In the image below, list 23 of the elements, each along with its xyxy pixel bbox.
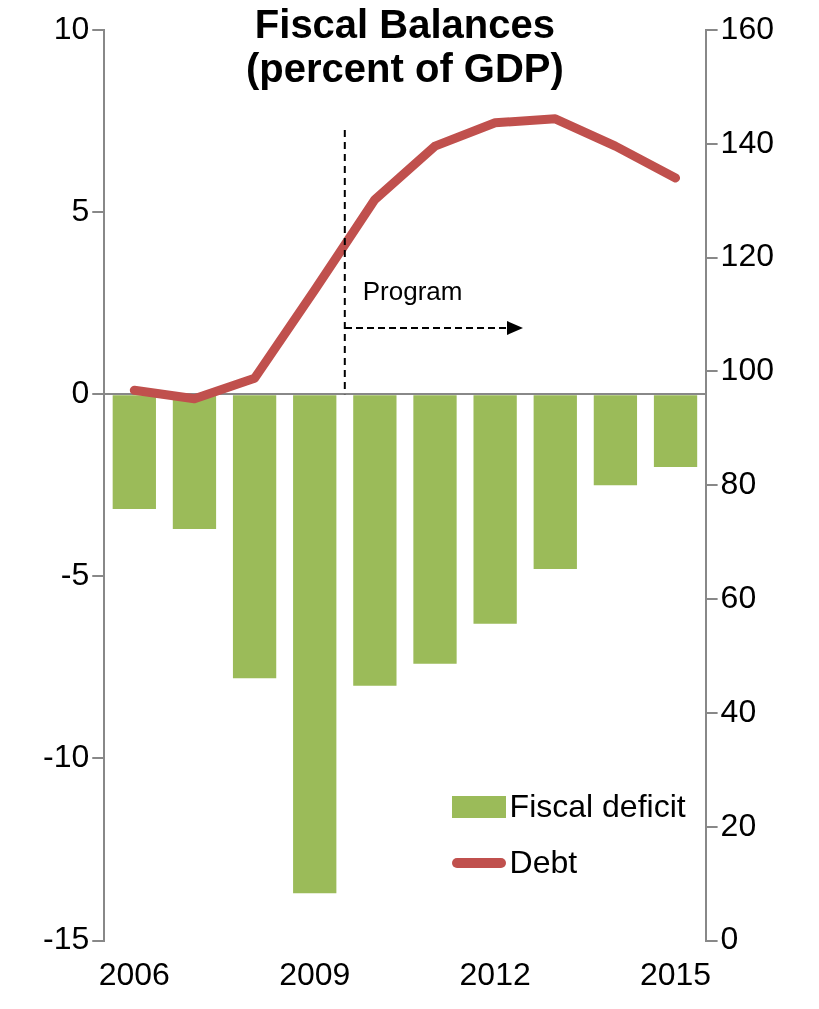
y2-tick-label: 20 [720, 806, 757, 843]
legend-label: Fiscal deficit [509, 788, 686, 826]
y2-tick-label: 40 [720, 692, 757, 729]
x-tick-label: 2015 [639, 955, 712, 992]
x-tick-label: 2009 [279, 955, 351, 992]
y-tick-label: -15 [43, 920, 90, 957]
y2-tick-label: 160 [720, 9, 774, 46]
y-tick-label: 0 [71, 374, 90, 411]
y2-tick-label: 0 [720, 920, 739, 957]
chart-title: Fiscal Balances (percent of GDP) [245, 2, 565, 90]
y2-tick-label: 60 [720, 578, 757, 615]
y2-tick-label: 140 [720, 123, 774, 160]
ref-line-label: Program [362, 276, 463, 308]
y-tick-label: 10 [53, 9, 90, 46]
x-tick-label: 2012 [459, 955, 531, 992]
y-tick-label: -5 [60, 556, 90, 593]
y2-tick-label: 80 [720, 465, 757, 502]
y-tick-label: 5 [71, 191, 90, 228]
y-tick-label: -10 [43, 738, 90, 775]
y2-tick-label: 120 [720, 237, 774, 274]
x-tick-label: 2006 [98, 955, 170, 992]
y2-tick-label: 100 [720, 351, 774, 388]
legend-label: Debt [509, 844, 578, 882]
